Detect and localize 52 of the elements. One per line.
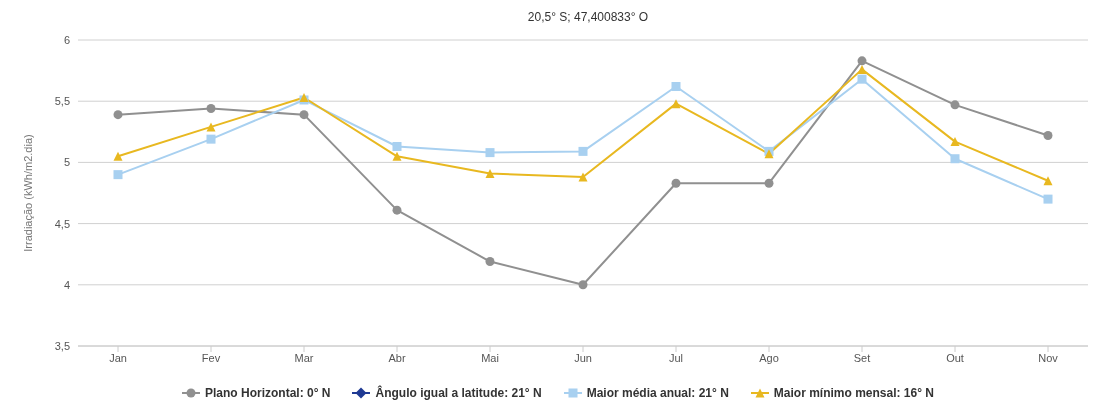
x-tick-label: Fev <box>201 351 221 364</box>
y-tick-label: 5 <box>63 156 70 169</box>
point <box>392 141 402 151</box>
point <box>857 64 867 74</box>
x-tick-label: Nov <box>1038 351 1059 364</box>
point <box>392 151 402 161</box>
y-tick-label: 4 <box>63 278 70 291</box>
y-tick-label: 6 <box>63 33 70 46</box>
x-tick-label: Set <box>853 351 871 364</box>
point <box>950 137 960 147</box>
point <box>950 100 960 110</box>
legend-label: Ângulo igual a latitude: 21° N <box>375 386 542 400</box>
point <box>1043 194 1053 204</box>
point <box>485 168 495 178</box>
x-tick-label: Abr <box>388 351 406 364</box>
x-tick-label: Ago <box>759 351 779 364</box>
point <box>578 146 588 156</box>
x-tick-label: Jun <box>574 351 592 364</box>
chart-title: 20,5° S; 47,400833° O <box>526 9 650 26</box>
point <box>206 104 216 114</box>
legend-label: Maior mínimo mensal: 16° N <box>773 386 934 400</box>
point <box>485 257 495 267</box>
point <box>1043 176 1053 186</box>
point <box>950 154 960 164</box>
point <box>206 134 216 144</box>
point <box>206 122 216 132</box>
point <box>299 110 309 120</box>
x-tick-label: Mar <box>294 351 314 364</box>
legend-label: Plano Horizontal: 0° N <box>205 386 331 400</box>
point <box>485 148 495 158</box>
legend-label: Maior média anual: 21° N <box>586 386 729 400</box>
point <box>671 178 681 188</box>
y-axis-title: Irradiação (kWh/m2.dia) <box>21 134 34 252</box>
point <box>578 172 588 182</box>
y-tick-label: 5,5 <box>54 95 70 108</box>
point <box>113 151 123 161</box>
point <box>671 82 681 92</box>
point <box>113 110 123 120</box>
point <box>113 170 123 180</box>
point <box>1043 130 1053 140</box>
y-tick-label: 3,5 <box>54 339 70 352</box>
point <box>671 99 681 109</box>
x-tick-label: Mai <box>481 351 499 364</box>
x-tick-label: Jan <box>109 351 127 364</box>
x-tick-label: Jul <box>668 351 684 364</box>
point <box>392 205 402 215</box>
point <box>578 280 588 290</box>
x-tick-label: Out <box>946 351 964 364</box>
point <box>857 56 867 66</box>
y-tick-label: 4,5 <box>54 217 70 230</box>
point <box>857 74 867 84</box>
point <box>764 178 774 188</box>
